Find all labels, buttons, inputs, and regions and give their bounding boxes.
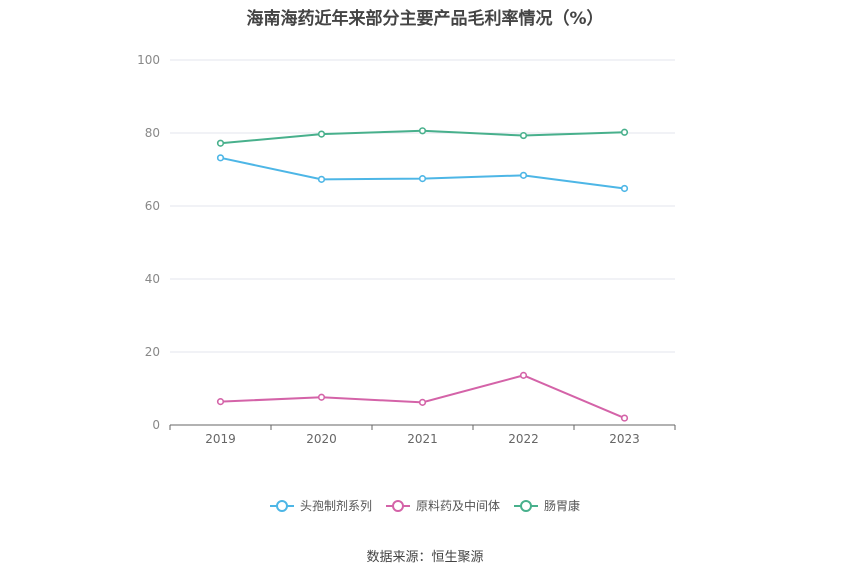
series-group bbox=[216, 127, 629, 422]
legend-label: 头孢制剂系列 bbox=[299, 499, 372, 513]
data-point[interactable] bbox=[519, 171, 528, 179]
data-point[interactable] bbox=[317, 130, 326, 138]
data-point[interactable] bbox=[519, 131, 528, 140]
legend-item[interactable]: 原料药及中间体 bbox=[385, 497, 500, 514]
series-2 bbox=[216, 127, 629, 147]
legend-item[interactable]: 头孢制剂系列 bbox=[269, 497, 372, 514]
y-tick-label: 0 bbox=[152, 418, 160, 432]
data-point[interactable] bbox=[216, 398, 225, 406]
data-point[interactable] bbox=[418, 127, 427, 135]
data-point[interactable] bbox=[519, 371, 528, 379]
x-tick-label: 2022 bbox=[508, 432, 539, 446]
data-point[interactable] bbox=[620, 414, 629, 422]
legend-label: 肠胃康 bbox=[544, 499, 581, 513]
legend-swatch bbox=[385, 499, 410, 512]
source-note: 数据来源：恒生聚源 bbox=[366, 550, 484, 565]
y-tick-label: 80 bbox=[145, 126, 160, 140]
series-line bbox=[220, 374, 625, 419]
x-tick-label: 2021 bbox=[407, 432, 438, 446]
y-tick-label: 20 bbox=[145, 345, 160, 359]
legend-swatch-marker bbox=[275, 499, 288, 512]
data-point[interactable] bbox=[418, 175, 427, 183]
series-0 bbox=[216, 154, 629, 193]
legend-swatch-marker bbox=[520, 499, 532, 512]
y-tick-label: 40 bbox=[145, 272, 160, 286]
legend: 头孢制剂系列 原料药及中间体 肠胃康 bbox=[0, 497, 850, 514]
data-point[interactable] bbox=[317, 393, 326, 401]
x-axis-ticks: 2019 2020 2021 2022 2023 bbox=[169, 425, 676, 446]
y-tick-label: 60 bbox=[145, 199, 160, 213]
data-point[interactable] bbox=[216, 154, 225, 162]
chart-title: 海南海药近年来部分主要产品毛利率情况（%） bbox=[246, 9, 604, 29]
x-tick-label: 2023 bbox=[609, 432, 640, 446]
data-point[interactable] bbox=[620, 128, 629, 136]
y-tick-label: 100 bbox=[137, 53, 160, 67]
line-chart: 0 20 40 60 80 100 2019 2020 2021 2022 2023 bbox=[137, 53, 676, 446]
grid-lines bbox=[170, 59, 675, 353]
data-point[interactable] bbox=[216, 139, 225, 147]
data-point[interactable] bbox=[418, 398, 427, 406]
data-point[interactable] bbox=[620, 184, 629, 193]
series-line bbox=[220, 156, 625, 190]
y-axis-ticks: 0 20 40 60 80 100 bbox=[137, 53, 160, 432]
legend-label: 原料药及中间体 bbox=[415, 499, 500, 513]
legend-item[interactable]: 肠胃康 bbox=[514, 497, 580, 514]
legend-swatch bbox=[514, 499, 538, 512]
x-tick-label: 2019 bbox=[205, 432, 236, 446]
legend-swatch-marker bbox=[391, 499, 404, 512]
series-1 bbox=[216, 371, 629, 422]
data-point[interactable] bbox=[317, 175, 326, 183]
x-tick-label: 2020 bbox=[306, 432, 337, 446]
legend-swatch bbox=[269, 499, 294, 512]
